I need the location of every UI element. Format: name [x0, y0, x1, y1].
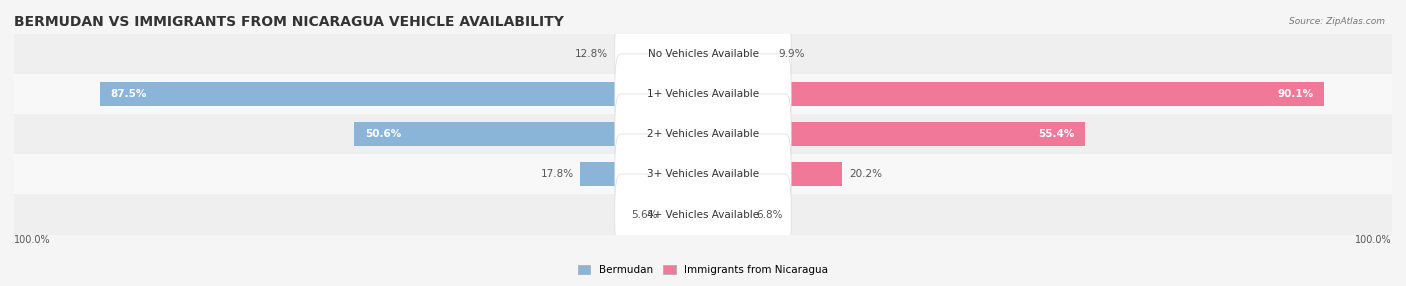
Text: 2+ Vehicles Available: 2+ Vehicles Available [647, 130, 759, 139]
Text: 100.0%: 100.0% [14, 235, 51, 245]
Bar [100, 82, 703, 106]
FancyBboxPatch shape [614, 94, 792, 175]
Text: 3+ Vehicles Available: 3+ Vehicles Available [647, 170, 759, 179]
Text: 17.8%: 17.8% [540, 170, 574, 179]
Text: 5.6%: 5.6% [631, 210, 658, 219]
Bar [14, 154, 1392, 194]
Text: No Vehicles Available: No Vehicles Available [648, 49, 758, 59]
Bar [665, 202, 703, 227]
Bar [703, 122, 1084, 146]
Text: 9.9%: 9.9% [778, 49, 804, 59]
Bar [703, 82, 1323, 106]
Bar [703, 162, 842, 186]
Bar [354, 122, 703, 146]
Bar [14, 194, 1392, 235]
Text: 55.4%: 55.4% [1038, 130, 1074, 139]
Bar [14, 114, 1392, 154]
Text: 90.1%: 90.1% [1277, 90, 1313, 99]
Bar [581, 162, 703, 186]
Text: BERMUDAN VS IMMIGRANTS FROM NICARAGUA VEHICLE AVAILABILITY: BERMUDAN VS IMMIGRANTS FROM NICARAGUA VE… [14, 15, 564, 29]
Bar [14, 34, 1392, 74]
Text: 12.8%: 12.8% [575, 49, 607, 59]
Text: 4+ Vehicles Available: 4+ Vehicles Available [647, 210, 759, 219]
Text: 6.8%: 6.8% [756, 210, 783, 219]
Text: 20.2%: 20.2% [849, 170, 882, 179]
Legend: Bermudan, Immigrants from Nicaragua: Bermudan, Immigrants from Nicaragua [574, 261, 832, 279]
Text: 87.5%: 87.5% [111, 90, 146, 99]
Bar [14, 74, 1392, 114]
Text: 100.0%: 100.0% [1355, 235, 1392, 245]
Bar [614, 42, 703, 66]
FancyBboxPatch shape [614, 14, 792, 95]
Text: Source: ZipAtlas.com: Source: ZipAtlas.com [1289, 17, 1385, 26]
Text: 1+ Vehicles Available: 1+ Vehicles Available [647, 90, 759, 99]
Bar [703, 42, 772, 66]
Bar [703, 202, 749, 227]
FancyBboxPatch shape [614, 54, 792, 135]
FancyBboxPatch shape [614, 134, 792, 215]
FancyBboxPatch shape [614, 174, 792, 255]
Text: 50.6%: 50.6% [364, 130, 401, 139]
